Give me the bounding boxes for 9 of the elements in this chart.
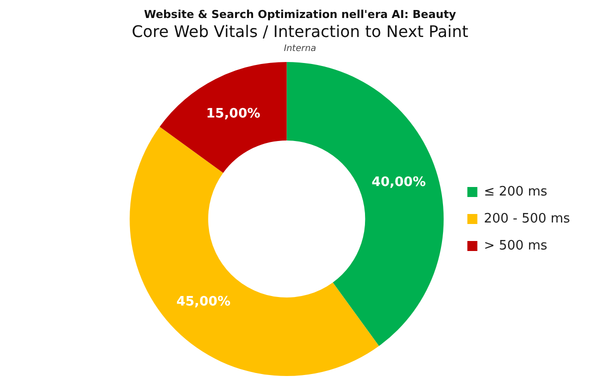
chart-subtitle: Website & Search Optimization nell'era AI: Beauty bbox=[142, 8, 458, 21]
legend-label: > 500 ms bbox=[484, 238, 548, 254]
data-label: 40,00% bbox=[372, 174, 426, 190]
legend-label: 200 - 500 ms bbox=[484, 211, 570, 226]
data-label: 15,00% bbox=[206, 106, 260, 122]
legend-label: ≤ 200 ms bbox=[484, 184, 548, 200]
chart-title: Core Web Vitals / Interaction to Next Paint bbox=[130, 22, 470, 41]
text: Interna bbox=[282, 44, 318, 54]
data-label: 45,00% bbox=[176, 294, 230, 310]
